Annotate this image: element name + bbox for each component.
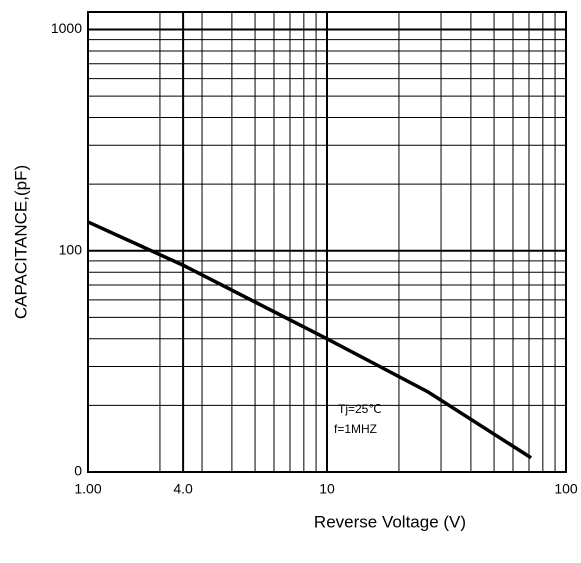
- x-tick-label: 10: [319, 481, 335, 497]
- x-tick-label: 4.0: [173, 481, 193, 497]
- y-tick-label: 1000: [51, 20, 82, 36]
- x-tick-label: 1.00: [74, 481, 101, 497]
- annotation: Tj=25℃: [338, 402, 382, 416]
- data-line: [87, 220, 532, 460]
- plot-frame: [87, 11, 567, 473]
- x-tick-label: 100: [554, 481, 578, 497]
- annotation: f=1MHZ: [334, 422, 377, 436]
- y-tick-label: 0: [74, 463, 82, 479]
- y-axis-label: CAPACITANCE,(pF): [11, 165, 30, 319]
- y-tick-label: 100: [59, 241, 83, 257]
- x-axis-label: Reverse Voltage (V): [314, 512, 466, 531]
